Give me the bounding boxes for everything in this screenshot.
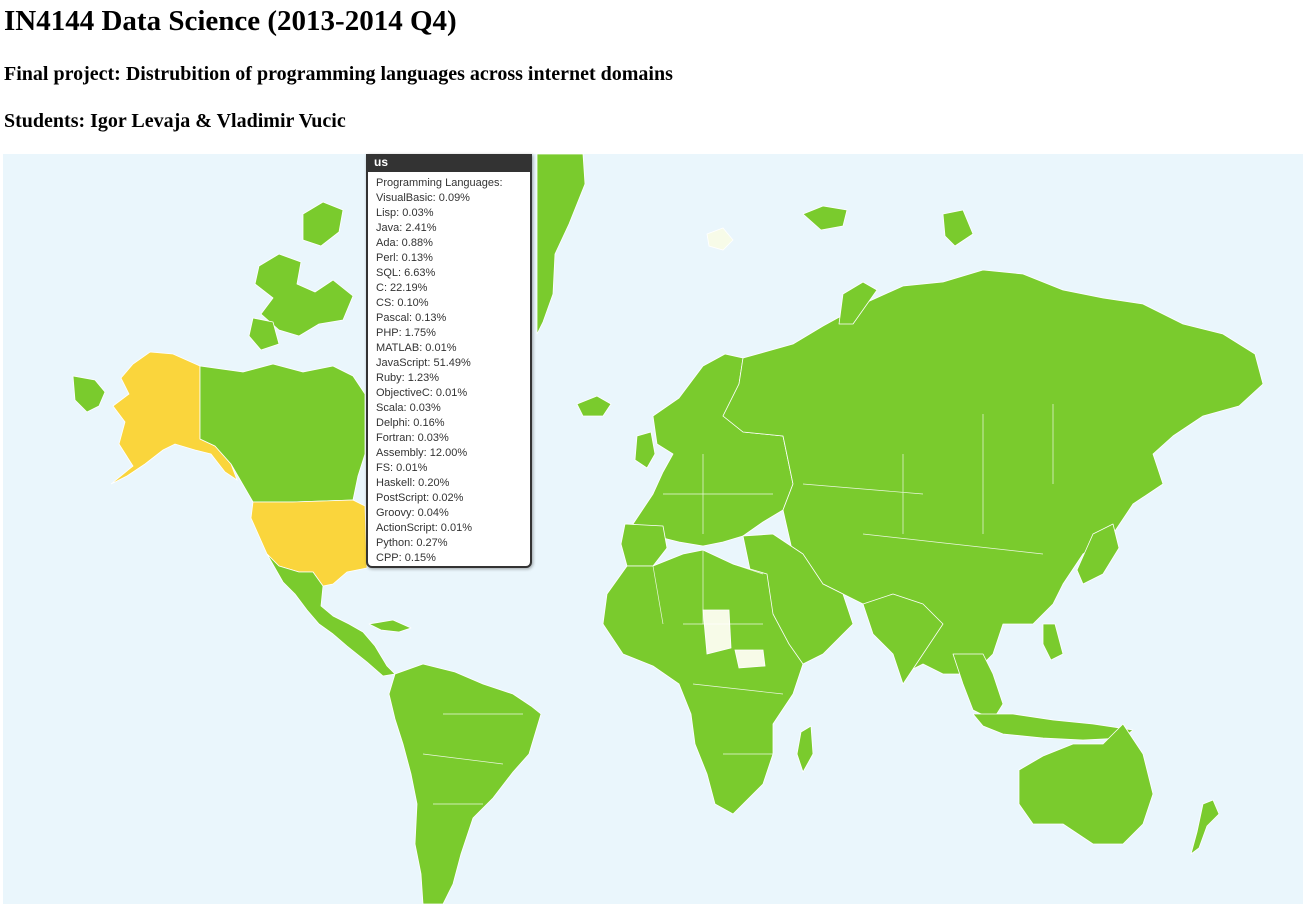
tooltip-item: Scala: 0.03% — [376, 402, 441, 414]
tooltip-item: FS: 0.01% — [376, 462, 428, 474]
country-canada-arctic[interactable] — [254, 253, 354, 337]
region-franz-josef[interactable] — [802, 205, 848, 231]
country-uk[interactable] — [634, 431, 656, 469]
tooltip-item: Perl: 0.13% — [376, 252, 433, 264]
project-subtitle: Final project: Distrubition of programmi… — [4, 63, 673, 85]
tooltip-item: ActionScript: 0.01% — [376, 522, 472, 534]
tooltip-item: VisualBasic: 0.09% — [376, 192, 470, 204]
tooltip-item: JavaScript: 51.49% — [376, 357, 471, 369]
country-iceland[interactable] — [576, 395, 612, 417]
tooltip-item: Lisp: 0.03% — [376, 207, 434, 219]
tooltip-item: MATLAB: 0.01% — [376, 342, 457, 354]
country-alaska-west[interactable] — [72, 375, 106, 413]
continent-south-america[interactable] — [388, 663, 542, 904]
tooltip-item: Python: 0.27% — [376, 537, 448, 549]
country-cuba[interactable] — [368, 619, 412, 633]
region-southeast-asia[interactable] — [952, 653, 1004, 721]
tooltip-item: ObjectiveC: 0.01% — [376, 387, 468, 399]
region-severnaya[interactable] — [942, 209, 974, 247]
tooltip-title: us — [366, 154, 532, 172]
country-canada[interactable] — [199, 363, 366, 503]
tooltip-item: Fortran: 0.03% — [376, 432, 449, 444]
country-greenland[interactable] — [536, 154, 586, 335]
country-canada-islands[interactable] — [302, 201, 344, 247]
tooltip-item: Ruby: 1.23% — [376, 372, 439, 384]
country-iberia[interactable] — [620, 523, 668, 567]
country-mexico[interactable] — [266, 553, 396, 677]
country-philippines[interactable] — [1042, 623, 1064, 661]
students-line: Students: Igor Levaja & Vladimir Vucic — [4, 110, 346, 132]
tooltip-item: Haskell: 0.20% — [376, 477, 450, 489]
tooltip-item: Ada: 0.88% — [376, 237, 433, 249]
region-novaya-zemlya[interactable] — [838, 281, 878, 325]
region-svalbard[interactable] — [706, 227, 734, 251]
world-map-svg[interactable] — [3, 154, 1303, 904]
country-chad[interactable] — [702, 609, 732, 655]
country-australia[interactable] — [1018, 723, 1154, 845]
tooltip-heading: Programming Languages: — [376, 177, 503, 189]
country-tooltip: us Programming Languages: VisualBasic: 0… — [366, 154, 532, 568]
tooltip-item: CPP: 0.15% — [376, 552, 436, 564]
tooltip-item: Delphi: 0.16% — [376, 417, 445, 429]
country-canada-islands-2[interactable] — [248, 317, 280, 351]
tooltip-item: Groovy: 0.04% — [376, 507, 449, 519]
tooltip-item: CS: 0.10% — [376, 297, 429, 309]
tooltip-item: SQL: 6.63% — [376, 267, 436, 279]
tooltip-item: Java: 2.41% — [376, 222, 437, 234]
country-indonesia[interactable] — [972, 713, 1134, 741]
tooltip-item: PHP: 1.75% — [376, 327, 436, 339]
world-map[interactable] — [3, 154, 1303, 904]
country-south-sudan[interactable] — [734, 649, 766, 669]
tooltip-item: Pascal: 0.13% — [376, 312, 447, 324]
page-title: IN4144 Data Science (2013-2014 Q4) — [4, 5, 457, 37]
country-new-zealand[interactable] — [1190, 799, 1220, 855]
tooltip-item: Assembly: 12.00% — [376, 447, 468, 459]
country-india[interactable] — [862, 593, 944, 685]
country-japan[interactable] — [1076, 523, 1120, 585]
continent-europe[interactable] — [632, 353, 794, 547]
tooltip-item: C: 22.19% — [376, 282, 428, 294]
tooltip-item: PostScript: 0.02% — [376, 492, 464, 504]
country-madagascar[interactable] — [796, 725, 814, 773]
continent-africa[interactable] — [602, 549, 804, 815]
